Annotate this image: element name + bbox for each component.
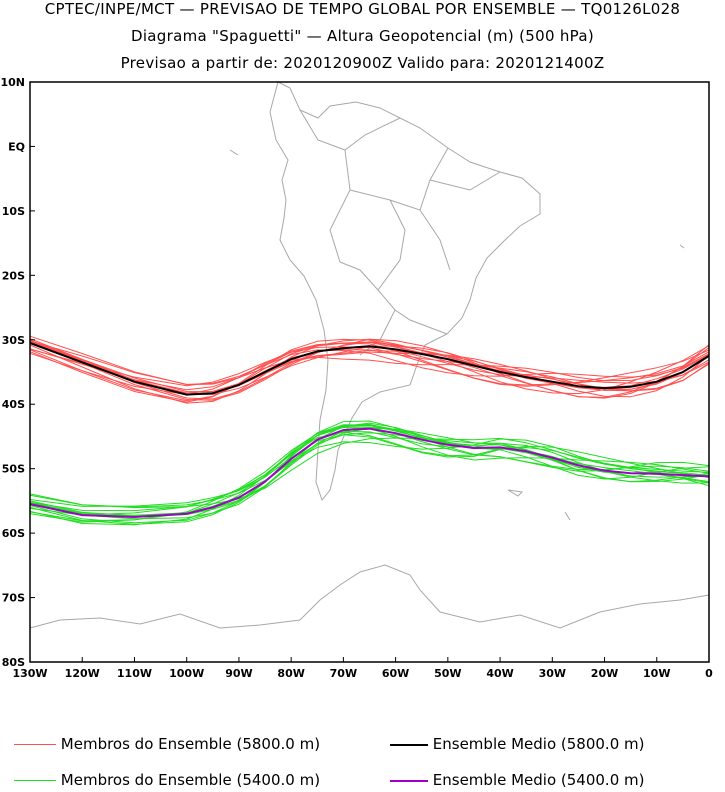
country-borders (299, 109, 501, 356)
legend-label-members-5800: Membros do Ensemble (5800.0 m) (60, 735, 321, 753)
legend-label-mean-5800: Ensemble Medio (5800.0 m) (432, 735, 645, 753)
legend-mean-5800: Ensemble Medio (5800.0 m) (390, 735, 644, 753)
x-tick-label: 130W (12, 667, 47, 680)
x-tick-label: 60W (382, 667, 409, 680)
ensemble-member-5800 (29, 335, 710, 386)
ensemble-member-5800 (29, 341, 710, 393)
ensemble-member-5400 (29, 423, 710, 522)
ensemble-member-5800 (29, 338, 710, 403)
y-tick-label: 10S (2, 205, 25, 218)
chart-title: CPTEC/INPE/MCT — PREVISAO DE TEMPO GLOBA… (44, 0, 681, 18)
x-tick-label: 0 (705, 667, 713, 680)
x-tick-label: 120W (65, 667, 100, 680)
ensemble-member-5400 (29, 438, 710, 508)
x-tick-label: 100W (169, 667, 204, 680)
y-tick-label: 70S (2, 592, 25, 605)
chart-subtitle: Diagrama "Spaguetti" — Altura Geopotenci… (130, 27, 594, 45)
legend-swatch-mean-5800 (390, 743, 428, 746)
ensemble-member-5400 (29, 434, 710, 507)
x-tick-label: 110W (117, 667, 152, 680)
axes: 130W 120W 110W 100W 90W 80W 70W 60W 50W 40W 30W 20W… (0, 76, 713, 680)
ensemble-member-5400 (29, 430, 710, 516)
ensemble-member-5400 (29, 424, 710, 526)
ensemble-member-5800 (29, 342, 710, 391)
y-tick-label: 40S (2, 398, 25, 411)
legend-swatch-mean-5400 (390, 779, 428, 782)
spaghetti-contours (29, 335, 710, 526)
antarctica-coast (29, 564, 710, 629)
y-tick-label: 80S (2, 656, 25, 669)
ensemble-member-5400 (29, 437, 710, 509)
ensemble-member-5800 (29, 346, 710, 387)
x-tick-label: 40W (486, 667, 513, 680)
x-tick-label: 90W (225, 667, 252, 680)
x-tick-label: 20W (591, 667, 618, 680)
ensemble-member-5400 (29, 425, 710, 524)
y-tick-label: 10N (0, 76, 25, 89)
y-tick-label: 50S (2, 463, 25, 476)
ensemble-member-5800 (29, 338, 710, 401)
y-tick-label: 60S (2, 527, 25, 540)
y-tick-label: EQ (8, 140, 25, 153)
x-tick-label: 70W (330, 667, 357, 680)
ensemble-member-5400 (29, 432, 710, 517)
y-tick-label: 30S (2, 334, 25, 347)
forecast-dates: Previsao a partir de: 2020120900Z Valido… (120, 54, 605, 72)
plot-frame (29, 81, 710, 663)
ensemble-mean-5800 (29, 342, 710, 396)
legend-label-mean-5400: Ensemble Medio (5400.0 m) (432, 771, 645, 789)
legend-members-5800: Membros do Ensemble (5800.0 m) (14, 735, 320, 753)
ensemble-mean-5400 (29, 427, 710, 518)
islands-coast (229, 149, 685, 521)
legend-mean-5400: Ensemble Medio (5400.0 m) (390, 771, 644, 789)
coastline-layer (29, 81, 710, 629)
y-tick-label: 20S (2, 269, 25, 282)
legend-members-5400: Membros do Ensemble (5400.0 m) (14, 771, 320, 789)
legend-swatch-members-5800 (14, 744, 56, 745)
legend-label-members-5400: Membros do Ensemble (5400.0 m) (60, 771, 321, 789)
legend-swatch-members-5400 (14, 780, 56, 781)
x-tick-label: 30W (539, 667, 566, 680)
ensemble-member-5800 (29, 341, 710, 402)
south-america-coast (269, 81, 541, 502)
x-tick-label: 80W (277, 667, 304, 680)
ensemble-member-5400 (29, 426, 710, 523)
x-tick-label: 50W (434, 667, 461, 680)
x-tick-label: 10W (643, 667, 670, 680)
ensemble-member-5400 (29, 431, 710, 512)
